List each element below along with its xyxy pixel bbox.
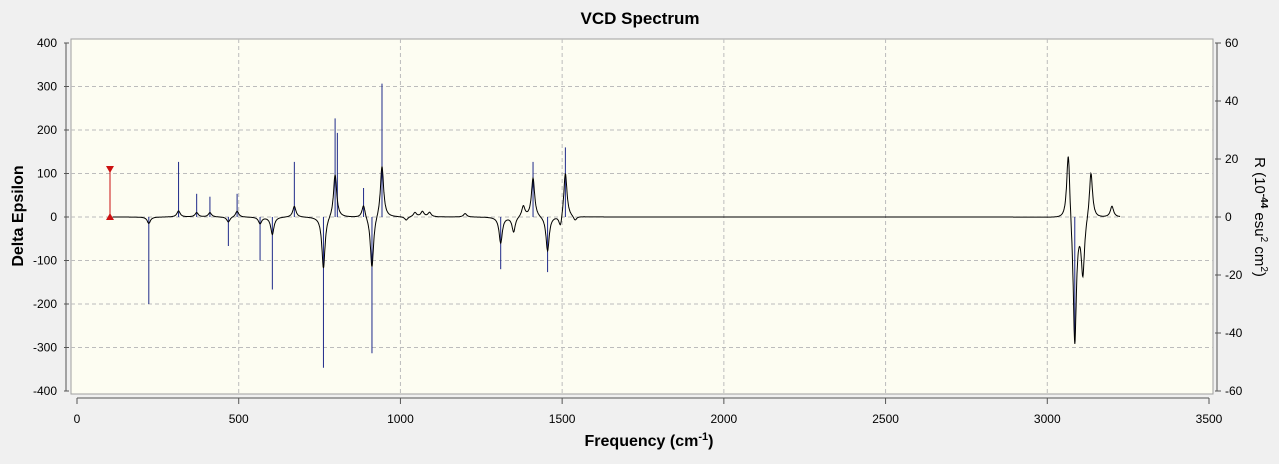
y-tick-label: -400 <box>33 384 57 398</box>
x-tick-label: 1000 <box>387 412 414 426</box>
x-tick-label: 3000 <box>1034 412 1061 426</box>
y-tick-label: 200 <box>37 123 57 137</box>
y2-tick-label: 0 <box>1225 210 1232 224</box>
y-axis-label: Delta Epsilon <box>10 165 27 266</box>
y2-tick-label: -60 <box>1225 384 1243 398</box>
x-tick-label: 3500 <box>1196 412 1223 426</box>
x-tick-label: 2500 <box>872 412 899 426</box>
x-tick-label: 500 <box>229 412 249 426</box>
y2-tick-label: 20 <box>1225 152 1239 166</box>
y-tick-label: -100 <box>33 254 57 268</box>
y-tick-label: -200 <box>33 297 57 311</box>
y2-tick-label: 60 <box>1225 36 1239 50</box>
vcd-spectrum-line <box>112 156 1121 344</box>
chart-title: VCD Spectrum <box>580 9 699 28</box>
x-axis-label: Frequency (cm-1) <box>585 431 714 450</box>
y-tick-label: 400 <box>37 36 57 50</box>
x-tick-label: 1500 <box>549 412 576 426</box>
y-tick-label: -300 <box>33 341 57 355</box>
y-tick-label: 300 <box>37 80 57 94</box>
y2-tick-label: -40 <box>1225 326 1243 340</box>
y-tick-label: 100 <box>37 167 57 181</box>
curve-layer <box>112 156 1121 344</box>
y2-tick-label: 40 <box>1225 94 1239 108</box>
y2-tick-label: -20 <box>1225 268 1243 282</box>
grid-layer <box>71 39 1213 394</box>
cursor-marker-top-icon <box>105 166 114 174</box>
axis-layer: 0 500 1000 1500 2000 2500 3000 3500400300200100… <box>33 36 1243 426</box>
x-tick-label: 2000 <box>711 412 738 426</box>
x-tick-label: 0 <box>74 412 81 426</box>
cursor-marker-bottom-icon <box>105 213 114 220</box>
marker-layer <box>105 166 114 220</box>
y2-axis-label: R (10-44 esu2 cm2) <box>1251 157 1269 277</box>
y-tick-label: 0 <box>50 210 57 224</box>
